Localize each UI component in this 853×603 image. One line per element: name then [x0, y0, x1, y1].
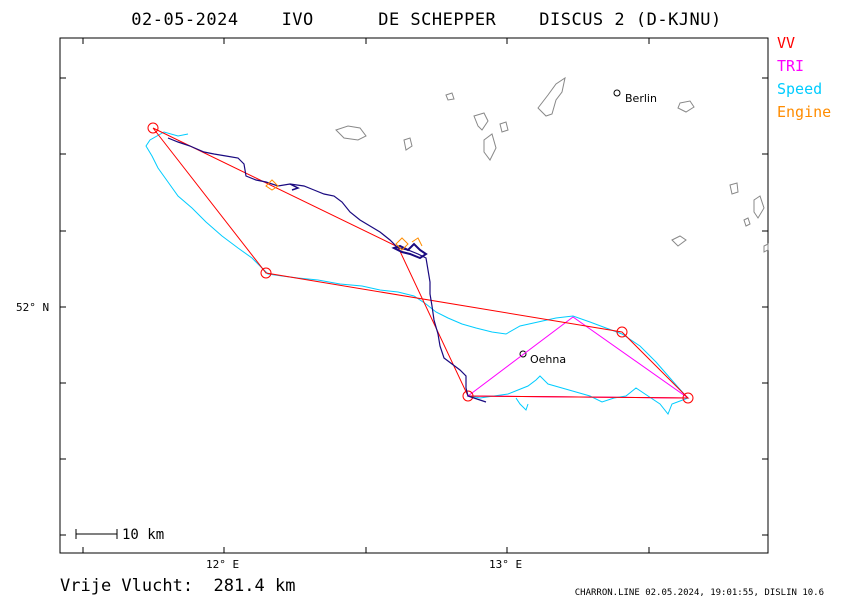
- berlin-marker: [613, 89, 621, 97]
- glider-name: DISCUS 2 (D-KJNU): [539, 10, 722, 30]
- legend-tri: TRI: [777, 57, 805, 75]
- flight-track-thermal-2: [289, 183, 300, 191]
- map-title: 02-05-2024 IVO DE SCHEPPER DISCUS 2 (D-K…: [0, 10, 853, 30]
- vv-turnpoints: [147, 122, 694, 404]
- flight-date: 02-05-2024: [131, 10, 239, 30]
- scale-bar-label: 10 km: [122, 527, 164, 543]
- turnpoint-2: [260, 267, 272, 279]
- oehna-marker: [519, 350, 527, 358]
- x-tick-13e: 13° E: [489, 558, 522, 571]
- city-berlin: Berlin: [625, 92, 657, 105]
- legend-engine: Engine: [777, 103, 832, 121]
- y-tick-52n: 52° N: [16, 301, 49, 314]
- turnpoint-1: [147, 122, 159, 134]
- software-credit: CHARRON.LINE 02.05.2024, 19:01:55, DISLI…: [574, 588, 824, 598]
- city-oehna: Oehna: [530, 353, 566, 366]
- scale-bar: [75, 529, 118, 539]
- distance-label: Vrije Vlucht:: [60, 576, 194, 596]
- axis-ticks: [60, 38, 768, 553]
- vv-route: [152, 127, 690, 399]
- pilot-name: DE SCHEPPER: [378, 10, 497, 30]
- engine-marker-2: [395, 237, 409, 251]
- engine-marker-3: [411, 237, 423, 247]
- turnpoint-3: [616, 326, 628, 338]
- distance-summary: Vrije Vlucht: 281.4 km: [60, 576, 295, 596]
- club-name: IVO: [281, 10, 314, 30]
- flight-track: [167, 137, 487, 403]
- turnpoint-4: [682, 392, 694, 404]
- x-tick-12e: 12° E: [206, 558, 239, 571]
- turnpoint-5: [462, 390, 474, 402]
- speed-track-branch: [515, 397, 529, 411]
- legend-speed: Speed: [777, 80, 823, 98]
- engine-marker-1: [265, 179, 279, 191]
- speed-track: [145, 131, 689, 415]
- distance-value: 281.4 km: [213, 576, 296, 596]
- legend-vv: VV: [777, 34, 796, 52]
- map-frame: [59, 37, 769, 554]
- water-bodies: [335, 76, 769, 253]
- tri-route: [466, 316, 690, 399]
